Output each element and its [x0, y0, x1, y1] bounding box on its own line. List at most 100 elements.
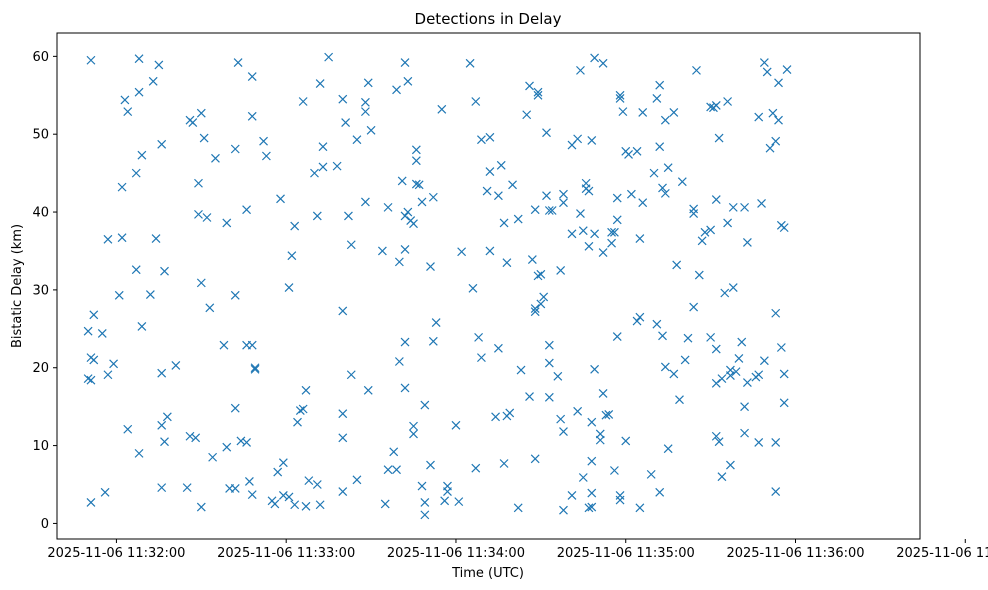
data-point: [700, 227, 710, 237]
data-point: [734, 353, 744, 363]
data-point: [134, 54, 144, 64]
data-point: [338, 433, 348, 443]
data-point: [737, 337, 747, 347]
data-point: [530, 205, 540, 215]
data-point: [443, 487, 452, 496]
data-point: [301, 501, 311, 511]
data-point: [779, 369, 789, 379]
data-point: [230, 483, 240, 493]
data-point: [607, 238, 617, 248]
data-point: [482, 186, 492, 196]
data-point: [590, 229, 600, 239]
data-point: [578, 473, 588, 482]
data-point: [474, 332, 484, 342]
data-point: [723, 97, 733, 106]
data-point: [389, 447, 399, 457]
data-point: [595, 429, 605, 439]
data-point: [137, 322, 147, 331]
x-axis-ticks: 2025-11-06 11:32:00 2025-11-06 11:33:00 20…: [47, 539, 988, 561]
data-point: [208, 452, 218, 462]
data-point: [499, 218, 509, 228]
data-point: [242, 205, 252, 215]
x-tick-label: 2025-11-06 11:33:00: [217, 546, 355, 561]
data-point: [505, 408, 515, 418]
data-point: [83, 326, 93, 336]
data-point: [457, 247, 467, 257]
data-point: [742, 237, 752, 247]
data-point: [609, 466, 619, 475]
data-point: [276, 194, 285, 204]
data-point: [409, 219, 418, 229]
data-point: [587, 488, 597, 498]
data-point: [672, 260, 682, 270]
data-point: [298, 97, 308, 106]
y-tick-label: 0: [41, 517, 49, 532]
data-point: [485, 132, 495, 142]
data-point: [544, 392, 554, 402]
data-point: [754, 112, 764, 122]
data-point: [426, 460, 435, 470]
data-point: [677, 177, 687, 187]
data-point: [638, 198, 648, 208]
data-point: [725, 371, 735, 380]
data-point: [403, 207, 413, 217]
data-point: [723, 218, 733, 228]
data-point: [496, 160, 506, 170]
y-tick-label: 30: [32, 283, 49, 298]
data-point: [230, 144, 240, 154]
data-point: [669, 107, 679, 117]
data-point: [587, 456, 597, 466]
data-point: [655, 487, 665, 497]
data-point: [86, 497, 96, 507]
data-point: [191, 433, 201, 443]
data-point: [601, 410, 611, 420]
data-point: [301, 385, 311, 395]
data-point: [185, 431, 195, 441]
data-point: [411, 156, 421, 166]
data-point: [131, 168, 141, 178]
data-point: [100, 487, 110, 497]
data-point: [293, 417, 302, 427]
x-tick-label: 2025-11-06 11:36:00: [726, 546, 864, 561]
data-point: [468, 283, 478, 293]
data-point: [598, 248, 608, 257]
data-point: [711, 100, 721, 110]
data-point: [612, 215, 622, 225]
data-point: [171, 360, 181, 370]
plot-area-frame: [56, 32, 921, 540]
data-point: [567, 229, 577, 239]
data-point: [499, 459, 509, 468]
data-point: [771, 136, 781, 146]
data-point: [675, 395, 684, 405]
data-point: [392, 465, 401, 475]
data-point: [590, 53, 600, 63]
data-point: [247, 72, 257, 82]
data-point: [536, 269, 546, 279]
data-point: [315, 79, 325, 89]
data-point: [660, 115, 670, 125]
data-points: [83, 52, 792, 520]
data-point: [759, 58, 769, 68]
data-point: [250, 364, 260, 374]
data-point: [544, 340, 554, 350]
data-point: [612, 193, 622, 203]
data-point: [194, 178, 203, 188]
data-point: [649, 168, 659, 178]
data-point: [530, 454, 540, 464]
data-point: [377, 246, 387, 256]
data-point: [706, 225, 716, 235]
data-point: [230, 290, 240, 300]
data-point: [655, 80, 665, 90]
data-point: [157, 483, 167, 493]
data-point: [660, 188, 670, 198]
data-point: [270, 499, 280, 509]
data-point: [400, 337, 410, 347]
data-point: [728, 202, 738, 212]
data-point: [573, 406, 583, 416]
data-point: [196, 108, 206, 118]
data-point: [352, 475, 362, 485]
data-point: [304, 476, 314, 486]
data-point: [765, 143, 775, 153]
data-point: [346, 240, 356, 250]
data-point: [768, 108, 778, 118]
